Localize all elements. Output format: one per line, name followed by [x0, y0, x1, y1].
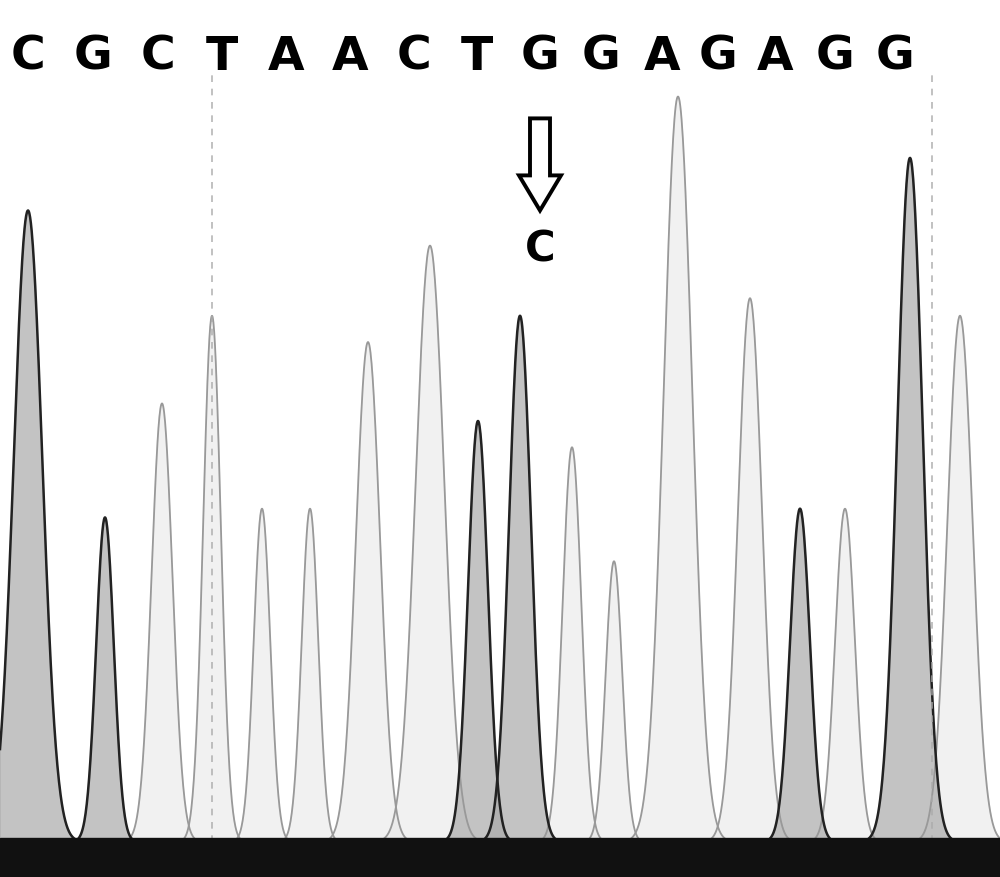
Text: A: A: [644, 34, 680, 80]
Bar: [0, 838, 1000, 877]
Text: A: A: [757, 34, 793, 80]
Polygon shape: [845, 316, 1000, 842]
Polygon shape: [487, 447, 657, 842]
Text: C: C: [141, 34, 175, 80]
Polygon shape: [710, 509, 890, 842]
Polygon shape: [640, 298, 860, 842]
Text: C: C: [397, 34, 431, 80]
Polygon shape: [258, 342, 478, 842]
Polygon shape: [187, 509, 337, 842]
Text: G: G: [582, 34, 620, 80]
Polygon shape: [25, 517, 185, 842]
Polygon shape: [519, 118, 561, 210]
Text: G: G: [699, 34, 737, 80]
Polygon shape: [0, 210, 158, 842]
Polygon shape: [420, 316, 620, 842]
Text: A: A: [332, 34, 368, 80]
Polygon shape: [300, 246, 560, 842]
Polygon shape: [755, 509, 935, 842]
Text: A: A: [268, 34, 304, 80]
Polygon shape: [548, 96, 808, 842]
Polygon shape: [388, 421, 568, 842]
Polygon shape: [132, 316, 292, 842]
Text: G: G: [816, 34, 854, 80]
Polygon shape: [235, 509, 385, 842]
Text: G: G: [876, 34, 914, 80]
Text: C: C: [525, 229, 555, 271]
Text: G: G: [521, 34, 559, 80]
Text: C: C: [11, 34, 45, 80]
Text: T: T: [206, 34, 238, 80]
Polygon shape: [67, 403, 257, 842]
Text: T: T: [461, 34, 493, 80]
Polygon shape: [539, 561, 689, 842]
Text: G: G: [74, 34, 112, 80]
Polygon shape: [795, 158, 1000, 842]
